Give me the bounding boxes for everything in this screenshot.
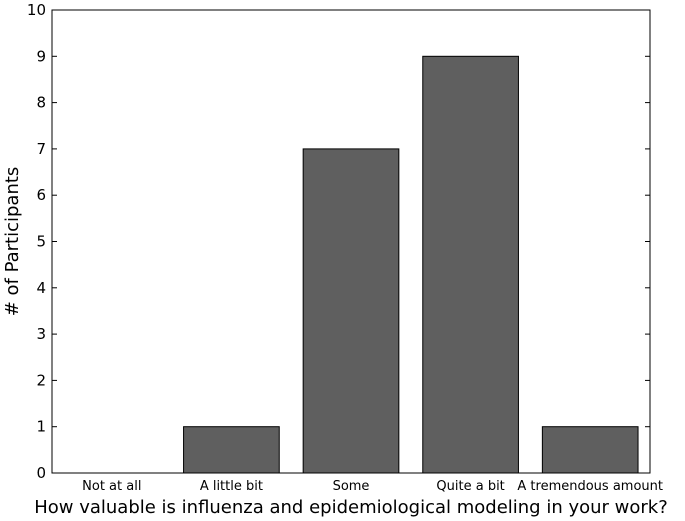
- y-tick-label: 6: [36, 186, 46, 204]
- x-axis-title: How valuable is influenza and epidemiolo…: [34, 497, 668, 518]
- x-tick-label: Not at all: [82, 479, 141, 494]
- y-tick-label: 7: [36, 140, 46, 158]
- bars-group: [183, 55, 639, 474]
- x-tick-label: A tremendous amount: [517, 479, 663, 494]
- bar: [422, 55, 519, 474]
- y-tick-label: 0: [36, 464, 46, 482]
- y-tick-label: 10: [27, 1, 46, 19]
- x-axis: Not at all A little bit Some Quite a bit A t…: [82, 479, 663, 494]
- y-axis: 0 1 2 3 4 5 6 7 8 9 10: [27, 1, 650, 482]
- y-tick-label: 8: [36, 94, 46, 112]
- y-tick-label: 4: [36, 279, 46, 297]
- x-tick-label: Some: [333, 479, 370, 494]
- bar: [302, 148, 400, 474]
- y-tick-label: 9: [36, 47, 46, 65]
- y-axis-title: # of Participants: [2, 167, 23, 317]
- bar: [183, 426, 280, 474]
- y-tick-label: 1: [36, 418, 46, 436]
- y-tick-label: 5: [36, 233, 46, 251]
- x-tick-label: A little bit: [200, 479, 263, 494]
- y-tick-label: 2: [36, 371, 46, 389]
- bar: [541, 426, 639, 474]
- x-tick-label: Quite a bit: [436, 479, 504, 494]
- y-tick-label: 3: [36, 325, 46, 343]
